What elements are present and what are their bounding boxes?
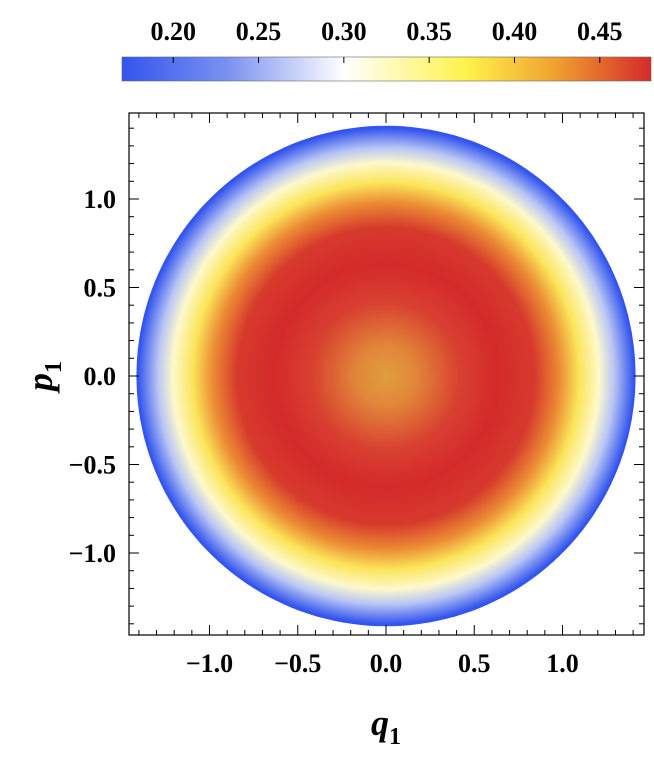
- colorbar-gradient: [121, 56, 652, 82]
- y-axis-label: p1: [20, 361, 67, 394]
- plot-area: −1.0 −0.5 0.0 0.5 1.0 1.0 0.5 0.0 −0.5 −1.0: [69, 112, 645, 678]
- x-tick-label: −0.5: [274, 649, 321, 678]
- colorbar-tick-label: 0.30: [321, 17, 367, 46]
- heatmap-disk: [136, 125, 636, 627]
- colorbar-tick-label: 0.40: [492, 17, 538, 46]
- x-tick-label: 1.0: [546, 649, 579, 678]
- colorbar-tick-label: 0.20: [150, 17, 196, 46]
- colorbar-tick-label: 0.25: [236, 17, 282, 46]
- x-tick-label: −1.0: [186, 649, 233, 678]
- x-axis: −1.0 −0.5 0.0 0.5 1.0: [138, 113, 634, 678]
- x-axis-label: q1: [371, 703, 401, 750]
- y-tick-label: 0.5: [84, 274, 117, 303]
- y-tick-label: −0.5: [69, 451, 116, 480]
- x-tick-label: 0.0: [370, 649, 403, 678]
- y-tick-label: 0.0: [84, 362, 117, 391]
- colorbar-tick-label: 0.45: [577, 17, 623, 46]
- y-tick-label: −1.0: [69, 539, 116, 568]
- y-tick-label: 1.0: [84, 185, 117, 214]
- y-axis: 1.0 0.5 0.0 −0.5 −1.0: [69, 127, 644, 625]
- colorbar-ticks: 0.20 0.25 0.30 0.35 0.40 0.45: [150, 17, 623, 63]
- x-tick-label: 0.5: [458, 649, 491, 678]
- colorbar: 0.20 0.25 0.30 0.35 0.40 0.45: [121, 17, 652, 82]
- colorbar-tick-label: 0.35: [406, 17, 452, 46]
